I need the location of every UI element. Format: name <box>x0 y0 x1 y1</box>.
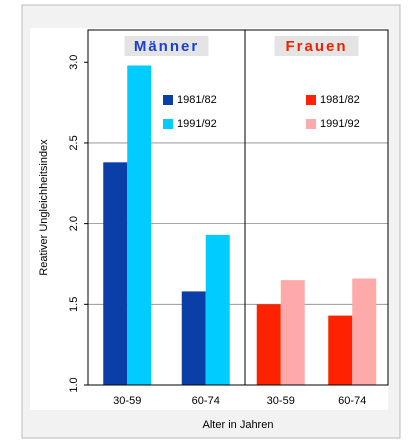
legend-label: 1991/92 <box>177 118 217 130</box>
y-axis-title: Reativer Ungleichheitsindex <box>38 139 50 276</box>
y-tick-label: 2.0 <box>68 216 80 231</box>
x-tick-label: 60-74 <box>192 395 220 407</box>
legend-swatch <box>306 95 316 105</box>
panel-title: Frauen <box>285 38 347 55</box>
bar <box>352 278 377 385</box>
y-tick-label: 3.0 <box>68 55 80 70</box>
legend-label: 1981/82 <box>320 94 360 106</box>
bar <box>280 280 305 385</box>
bar <box>205 234 230 385</box>
bar <box>256 304 281 385</box>
x-tick-label: 30-59 <box>113 395 141 407</box>
legend-swatch <box>163 119 173 129</box>
title-box <box>124 36 209 56</box>
panel-title: Männer <box>134 38 199 55</box>
title-box <box>274 36 359 56</box>
legend-swatch <box>163 95 173 105</box>
x-tick-label: 30-59 <box>267 395 295 407</box>
bar <box>328 315 353 385</box>
bar <box>103 162 128 385</box>
y-tick-label: 2.5 <box>68 135 80 150</box>
legend-swatch <box>306 119 316 129</box>
x-axis-title: Alter in Jahren <box>203 419 274 431</box>
bar <box>127 65 152 385</box>
x-tick-label: 60-74 <box>338 395 366 407</box>
plot-border <box>87 29 389 386</box>
y-tick-label: 1.0 <box>68 377 80 392</box>
legend-label: 1991/92 <box>320 118 360 130</box>
bar <box>181 291 206 385</box>
y-tick-label: 1.5 <box>68 297 80 312</box>
legend-label: 1981/82 <box>177 94 217 106</box>
